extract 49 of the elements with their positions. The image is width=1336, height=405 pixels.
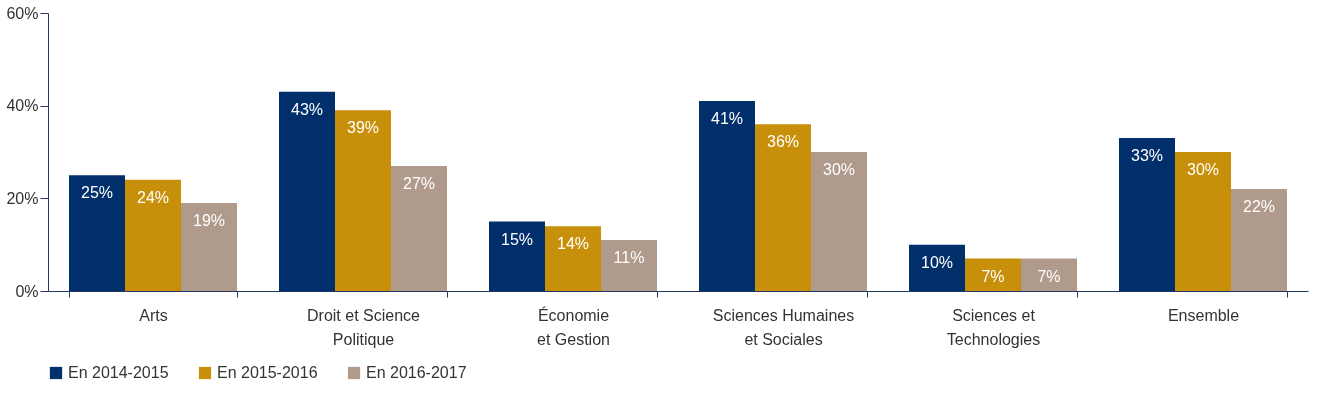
bar — [335, 110, 391, 291]
data-label: 15% — [500, 230, 534, 248]
bar — [1175, 152, 1231, 291]
data-label: 30% — [822, 161, 856, 178]
bar — [125, 179, 181, 291]
y-tick-label: 20% — [6, 189, 39, 207]
data-label: 24% — [136, 188, 170, 206]
y-tick-label: 0% — [15, 282, 39, 300]
x-tick-label: Droit et Science Politique — [307, 306, 421, 348]
data-label: 10% — [920, 253, 954, 271]
data-label: 7% — [1037, 267, 1061, 285]
x-tick-label: Économie et Gestion — [537, 305, 610, 348]
bar — [811, 152, 867, 291]
legend-label: En 2014-2015 — [68, 364, 169, 381]
bar — [601, 240, 657, 291]
bar — [489, 221, 545, 291]
bar — [699, 101, 755, 291]
data-label: 19% — [192, 211, 226, 229]
data-label: 33% — [1130, 147, 1164, 165]
x-tick-label: Ensemble — [1167, 306, 1240, 324]
bar — [279, 91, 335, 291]
bar — [391, 165, 447, 291]
bar — [545, 226, 601, 291]
y-tick-label: 40% — [6, 97, 39, 115]
data-label: 36% — [766, 133, 800, 151]
x-tick-label: Sciences Humaines et Sociales — [712, 306, 855, 348]
bar — [1021, 258, 1077, 291]
x-tick-label: Arts — [139, 306, 168, 324]
data-label: 11% — [613, 249, 645, 267]
bar — [1119, 138, 1175, 291]
bar — [69, 175, 125, 291]
bar — [909, 244, 965, 291]
data-label: 7% — [981, 267, 1005, 285]
data-label: 22% — [1242, 198, 1276, 216]
data-label: 14% — [556, 235, 590, 253]
data-label: 25% — [80, 184, 114, 202]
legend-label: En 2016-2017 — [366, 364, 467, 381]
legend-label: En 2015-2016 — [217, 364, 318, 381]
data-label: 27% — [402, 174, 436, 192]
data-label: 39% — [346, 119, 380, 137]
x-tick-label: Sciences et Technologies — [946, 306, 1041, 348]
data-label: 41% — [710, 110, 744, 128]
bar — [1231, 189, 1287, 291]
bar — [965, 258, 1021, 291]
data-label: 30% — [1186, 161, 1220, 178]
data-label: 43% — [290, 100, 324, 118]
y-tick-label: 60% — [6, 4, 39, 22]
bar — [755, 124, 811, 291]
bar — [181, 202, 237, 291]
